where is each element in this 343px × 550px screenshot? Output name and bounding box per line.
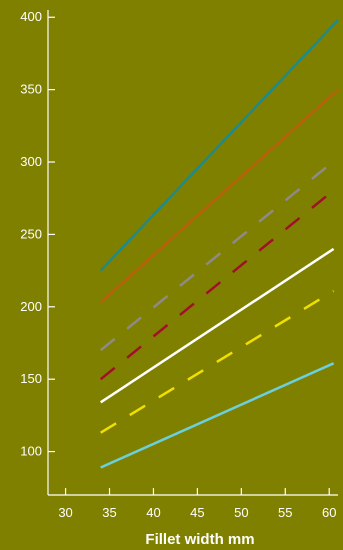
x-tick-label: 50 (234, 505, 248, 520)
axes-layer: 100 150 200 250 300 350 400 30 35 40 45 50 55 60 (20, 9, 338, 520)
series-line-3 (99, 163, 330, 352)
series-line-2 (99, 88, 339, 304)
x-tick-label: 30 (58, 505, 72, 520)
x-tick-label: 40 (146, 505, 160, 520)
x-tick-label: 35 (102, 505, 116, 520)
x-tick-label: 45 (190, 505, 204, 520)
series-line-4 (99, 192, 330, 381)
y-tick-label: 250 (20, 226, 42, 241)
series-line-7 (100, 362, 335, 469)
y-tick-label: 300 (20, 154, 42, 169)
y-tick-label: 150 (20, 371, 42, 386)
y-tick-label: 350 (20, 82, 42, 97)
y-tick-label: 400 (20, 9, 42, 24)
series-layer (99, 19, 339, 469)
series-line-5 (100, 247, 335, 404)
x-tick-label: 55 (278, 505, 292, 520)
x-axis-title: Fillet width mm (145, 531, 254, 548)
x-tick-label: 60 (322, 505, 336, 520)
y-tick-label: 200 (20, 299, 42, 314)
series-line-6 (100, 289, 335, 434)
series-line-1 (99, 19, 339, 272)
y-tick-label: 100 (20, 444, 42, 459)
